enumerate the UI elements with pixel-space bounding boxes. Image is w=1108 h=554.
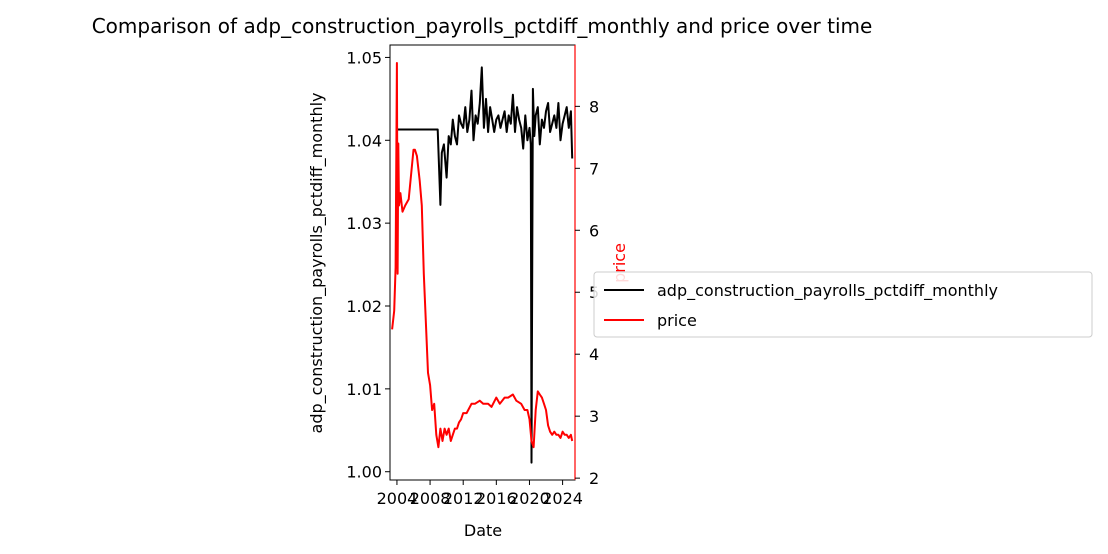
y-right-tick-label: 4 [589,345,599,364]
x-tick-label: 2012 [443,489,484,508]
y-left-tick-label: 1.05 [346,48,382,67]
y-left-tick-label: 1.01 [346,380,382,399]
legend: adp_construction_payrolls_pctdiff_monthl… [593,271,1093,338]
x-tick-label: 2024 [542,489,583,508]
x-tick-label: 2004 [377,489,418,508]
series-line-payrolls [396,66,574,464]
y-right-tick-label: 8 [589,97,599,116]
y-left-tick-label: 1.04 [346,131,382,150]
y-right-tick-label: 7 [589,159,599,178]
chart-title: Comparison of adp_construction_payrolls_… [92,14,873,38]
left-axis-ticks: 1.00 1.01 1.02 1.03 1.04 1.05 [346,48,390,482]
y-left-tick-label: 1.02 [346,297,382,316]
x-axis-label: Date [464,521,502,540]
x-tick-label: 2016 [476,489,517,508]
legend-label-payrolls: adp_construction_payrolls_pctdiff_monthl… [657,281,998,301]
series-path-1 [396,66,574,464]
y-axis-left-label: adp_construction_payrolls_pctdiff_monthl… [307,93,327,434]
y-left-tick-label: 1.00 [346,463,382,482]
y-right-tick-label: 2 [589,469,599,488]
series-path-2 [391,62,574,449]
legend-frame [593,271,1093,338]
x-tick-label: 2008 [410,489,451,508]
x-tick-label: 2020 [509,489,550,508]
series-line-price [391,62,574,449]
legend-label-price: price [657,311,697,330]
y-right-tick-label: 6 [589,221,599,240]
y-right-tick-label: 3 [589,407,599,426]
y-left-tick-label: 1.03 [346,214,382,233]
